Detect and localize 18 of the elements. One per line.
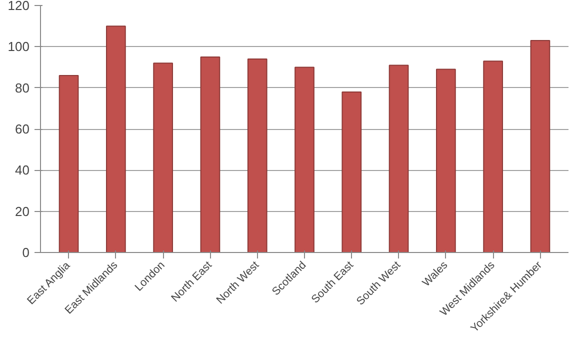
- y-tick-label: 20: [15, 204, 30, 219]
- bar: [106, 26, 126, 252]
- bar: [294, 66, 314, 252]
- bar: [483, 60, 503, 252]
- bar: [436, 68, 456, 252]
- y-tick-label: 0: [22, 245, 30, 260]
- y-tick-label: 60: [15, 122, 30, 136]
- bar: [200, 56, 220, 252]
- bar: [247, 58, 268, 252]
- y-tick-label: 40: [15, 162, 30, 178]
- bar: [153, 62, 173, 252]
- y-tick-label: 80: [15, 80, 30, 96]
- y-tick-label: 120: [8, 0, 30, 13]
- bar: [342, 91, 362, 252]
- bar: [530, 40, 550, 252]
- bar: [388, 64, 409, 252]
- bar: [58, 74, 79, 252]
- y-tick-label: 100: [8, 39, 30, 54]
